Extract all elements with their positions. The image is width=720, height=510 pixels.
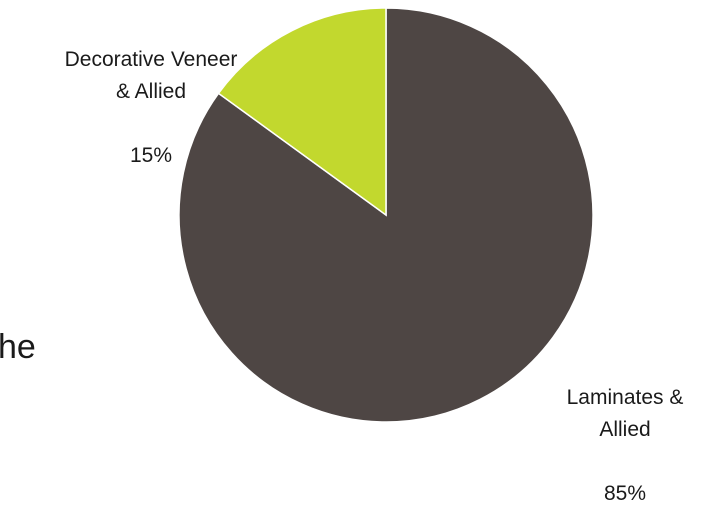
edge-text-fragment: he [0, 328, 36, 366]
slice-percent: 85% [603, 482, 647, 505]
pie-slice-decorative-veneer [217, 7, 387, 217]
slice-label-decorative-veneer: Decorative Veneer & Allied 15% [6, 12, 296, 172]
slice-name: Laminates & Allied [566, 386, 684, 441]
slice-percent: 15% [129, 144, 173, 167]
slice-name: Decorative Veneer & Allied [64, 48, 238, 103]
slice-label-laminates: Laminates & Allied 85% [530, 350, 720, 510]
pie-chart [178, 7, 594, 423]
